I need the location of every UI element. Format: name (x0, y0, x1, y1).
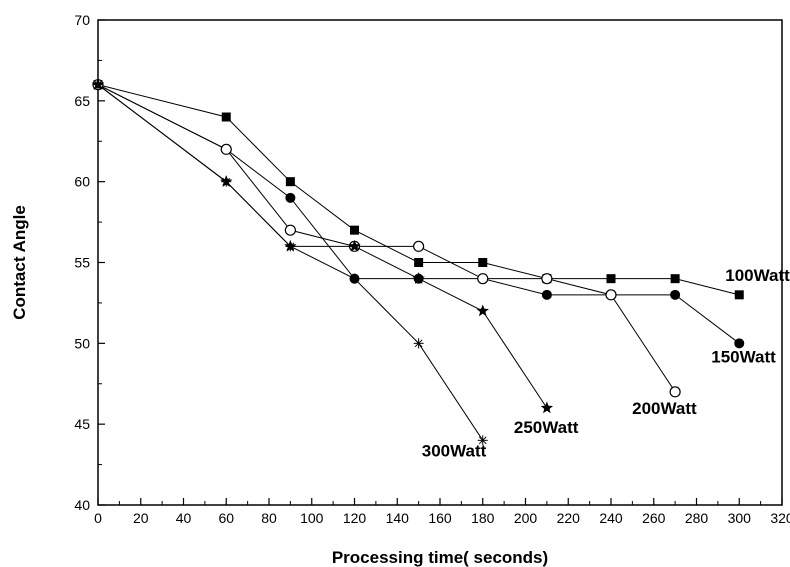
y-tick-label: 40 (74, 497, 90, 513)
x-tick-label: 300 (728, 510, 752, 526)
data-point-asterisk (93, 79, 103, 90)
x-tick-label: 140 (386, 510, 410, 526)
x-tick-label: 280 (685, 510, 709, 526)
series-250watt (91, 78, 554, 414)
x-tick-label: 40 (176, 510, 192, 526)
series-300watt (93, 79, 488, 446)
series-line (97, 84, 484, 441)
x-tick-label: 240 (599, 510, 623, 526)
y-tick-label: 55 (74, 255, 90, 271)
series-line (97, 84, 548, 409)
data-point-open-circle (284, 224, 296, 236)
x-tick-label: 320 (770, 510, 790, 526)
data-point-square (221, 112, 231, 122)
series-label-200watt: 200Watt (632, 399, 697, 418)
x-tick-label: 100 (300, 510, 324, 526)
series-200watt (92, 79, 681, 398)
data-point-circle (670, 289, 681, 300)
tick-labels: 0 20 40 60 80 100 120 140 160 180 200 220 240 260 280 3… (74, 12, 790, 526)
x-axis-label: Processing time( seconds) (332, 548, 548, 567)
x-tick-label: 80 (261, 510, 277, 526)
x-tick-label: 120 (343, 510, 367, 526)
x-tick-label: 20 (133, 510, 149, 526)
y-tick-label: 60 (74, 174, 90, 190)
data-point-asterisk (477, 435, 488, 446)
series-labels: 100Watt 150Watt 200Watt 250Watt 300Watt (422, 266, 790, 461)
x-tick-label: 200 (514, 510, 538, 526)
data-point-asterisk (285, 241, 296, 252)
x-tick-label: 220 (557, 510, 581, 526)
data-point-open-circle (413, 240, 425, 252)
series-line (97, 84, 676, 393)
y-axis-label: Contact Angle (10, 205, 29, 320)
x-tick-label: 260 (642, 510, 666, 526)
data-point-open-circle (669, 386, 681, 398)
x-tick-label: 0 (94, 510, 102, 526)
y-tick-label: 45 (74, 416, 90, 432)
x-tick-label: 160 (428, 510, 452, 526)
series-100watt (93, 80, 744, 300)
data-point-star (476, 304, 489, 317)
series-line (97, 84, 740, 344)
data-point-asterisk (413, 338, 424, 349)
data-point-square (670, 274, 680, 284)
data-point-open-circle (220, 143, 232, 155)
series-label-150watt: 150Watt (711, 347, 776, 366)
tick-marks (97, 19, 783, 506)
data-point-star (348, 239, 361, 252)
series-label-100watt: 100Watt (725, 266, 790, 285)
data-point-asterisk (221, 176, 232, 187)
data-point-square (285, 177, 295, 187)
data-point-open-circle (541, 273, 553, 285)
x-tick-label: 180 (471, 510, 495, 526)
data-point-square (414, 258, 424, 267)
y-tick-label: 70 (74, 12, 90, 28)
x-tick-label: 60 (218, 510, 234, 526)
data-point-star (540, 401, 554, 414)
data-point-circle (285, 192, 296, 203)
data-point-open-circle (477, 273, 489, 285)
series-150watt (93, 79, 745, 349)
series-label-250watt: 250Watt (514, 418, 579, 437)
data-point-star (412, 272, 425, 284)
series-group (91, 78, 745, 446)
data-point-open-circle (605, 289, 617, 301)
series-label-300watt: 300Watt (422, 441, 487, 460)
data-point-square (734, 290, 744, 300)
data-point-square (606, 274, 616, 284)
data-point-square (350, 225, 359, 235)
y-tick-label: 50 (74, 335, 90, 351)
data-point-square (478, 258, 488, 267)
data-point-circle (541, 289, 552, 300)
y-tick-label: 65 (74, 93, 90, 109)
data-point-circle (734, 338, 745, 349)
data-point-asterisk (349, 273, 360, 284)
